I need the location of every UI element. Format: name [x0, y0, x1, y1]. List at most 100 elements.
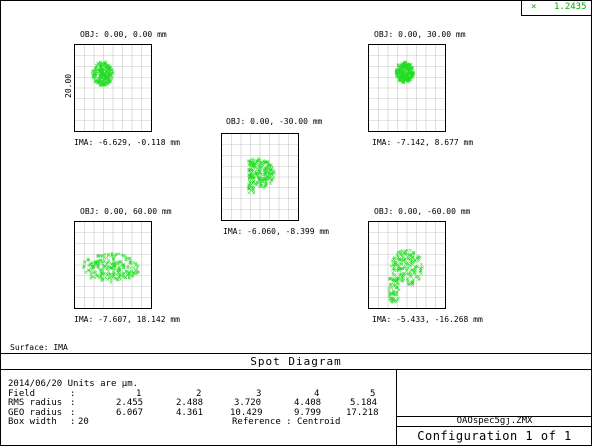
- spot-point: ×: [98, 74, 102, 80]
- spot-point: ×: [250, 169, 254, 175]
- spot-point: ×: [402, 73, 406, 79]
- spot-point: ×: [409, 67, 413, 73]
- spot-point: ×: [391, 271, 395, 277]
- spot-point: ×: [401, 62, 405, 68]
- spot-point: ×: [250, 175, 254, 181]
- spot-point: ×: [269, 172, 273, 178]
- spot-point: ×: [404, 65, 408, 71]
- spot-point: ×: [409, 62, 413, 68]
- spot-point: ×: [408, 72, 412, 78]
- spot-3-obj-label: OBJ: 0.00, -30.00 mm: [226, 117, 323, 126]
- spot-point: ×: [404, 71, 408, 77]
- spot-point: ×: [249, 167, 253, 173]
- spot-point: ×: [104, 63, 108, 69]
- spot-point: ×: [95, 274, 99, 280]
- spot-point: ×: [249, 163, 253, 169]
- spot-point: ×: [406, 63, 410, 69]
- spot-point: ×: [106, 65, 110, 71]
- spot-point: ×: [411, 250, 415, 256]
- spot-point: ×: [403, 64, 407, 70]
- spot-point: ×: [104, 74, 108, 80]
- spot-point: ×: [402, 258, 406, 264]
- spot-point: ×: [409, 73, 413, 79]
- spot-point: ×: [104, 80, 108, 86]
- spot-point: ×: [99, 275, 103, 281]
- spot-point: ×: [251, 160, 255, 166]
- spot-point: ×: [405, 73, 409, 79]
- spot-point: ×: [399, 277, 403, 283]
- spot-point: ×: [103, 74, 107, 80]
- spot-point: ×: [409, 275, 413, 281]
- spot-point: ×: [400, 248, 404, 254]
- spot-point: ×: [395, 70, 399, 76]
- spot-point: ×: [400, 71, 404, 77]
- spot-point: ×: [259, 167, 263, 173]
- spot-point: ×: [400, 73, 404, 79]
- spot-point: ×: [247, 173, 251, 179]
- spot-point: ×: [90, 69, 94, 75]
- spot-point: ×: [408, 66, 412, 72]
- spot-point: ×: [407, 76, 411, 82]
- spot-point: ×: [407, 70, 411, 76]
- spot-point: ×: [248, 162, 252, 168]
- spot-point: ×: [102, 83, 106, 89]
- spot-point: ×: [93, 80, 97, 86]
- spot-point: ×: [412, 260, 416, 266]
- spot-point: ×: [110, 71, 114, 77]
- spot-point: ×: [403, 74, 407, 80]
- spot-point: ×: [400, 73, 404, 79]
- spot-point: ×: [122, 275, 126, 281]
- spot-point: ×: [259, 175, 263, 181]
- spot-point: ×: [122, 264, 126, 270]
- spot-point: ×: [102, 62, 106, 68]
- spot-point: ×: [251, 163, 255, 169]
- spot-point: ×: [106, 66, 110, 72]
- spot-point: ×: [104, 64, 108, 70]
- spot-point: ×: [126, 270, 130, 276]
- spot-point: ×: [258, 166, 262, 172]
- spot-point: ×: [111, 256, 115, 262]
- spot-point: ×: [409, 66, 413, 72]
- spot-point: ×: [396, 64, 400, 70]
- chart-title: Spot Diagram: [0, 353, 592, 370]
- spot-point: ×: [125, 272, 129, 278]
- spot-point: ×: [98, 62, 102, 68]
- spot-point: ×: [396, 68, 400, 74]
- spot-point: ×: [260, 179, 264, 185]
- spot-point: ×: [96, 76, 100, 82]
- legend-marker: ×: [531, 2, 537, 12]
- spot-point: ×: [131, 271, 135, 277]
- spot-point: ×: [267, 171, 271, 177]
- spot-point: ×: [128, 265, 132, 271]
- spot-point: ×: [266, 162, 270, 168]
- spot-point: ×: [257, 169, 261, 175]
- spot-point: ×: [270, 177, 274, 183]
- spot-point: ×: [248, 175, 252, 181]
- spot-point: ×: [106, 66, 110, 72]
- spot-point: ×: [97, 63, 101, 69]
- spot-point: ×: [397, 277, 401, 283]
- spot-point: ×: [96, 80, 100, 86]
- spot-point: ×: [419, 272, 423, 278]
- spot-point: ×: [103, 75, 107, 81]
- spot-point: ×: [100, 69, 104, 75]
- spot-point: ×: [413, 258, 417, 264]
- spot-point: ×: [103, 264, 107, 270]
- spot-point: ×: [104, 69, 108, 75]
- spot-point: ×: [134, 263, 138, 269]
- spot-point: ×: [107, 67, 111, 73]
- spot-point: ×: [115, 277, 119, 283]
- spot-point: ×: [408, 64, 412, 70]
- spot-point: ×: [264, 160, 268, 166]
- spot-point: ×: [416, 256, 420, 262]
- spot-point: ×: [411, 71, 415, 77]
- spot-point: ×: [404, 74, 408, 80]
- spot-point: ×: [253, 174, 257, 180]
- spot-point: ×: [255, 180, 259, 186]
- spot-point: ×: [395, 256, 399, 262]
- spot-point: ×: [260, 177, 264, 183]
- spot-point: ×: [102, 64, 106, 70]
- spot-point: ×: [109, 79, 113, 85]
- spot-point: ×: [394, 69, 398, 75]
- legend: × 1.2435: [521, 0, 592, 16]
